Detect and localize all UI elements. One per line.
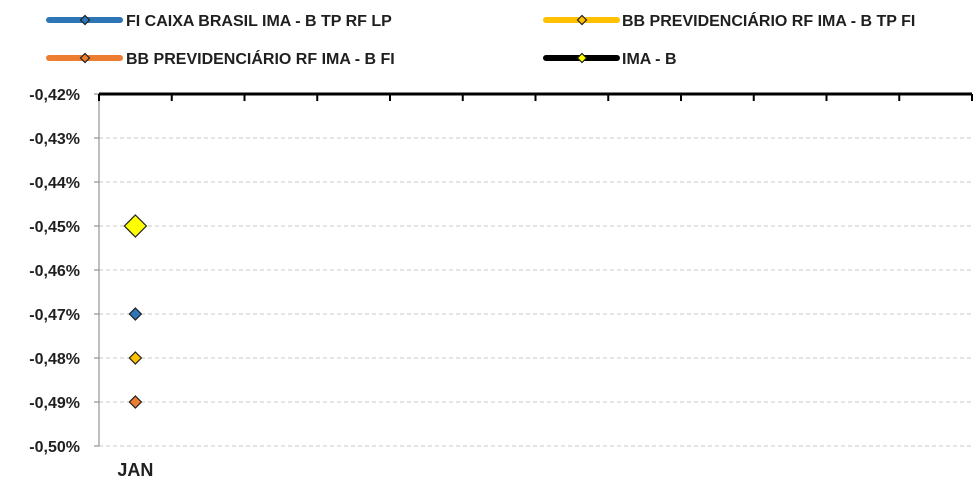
data-points [123,214,148,409]
y-axis: -0,42% -0,43% -0,44% -0,45% -0,46% -0,47% -0,4… [29,87,100,456]
legend-swatch-marker [576,14,588,26]
y-tick-label: -0,44% [29,175,80,192]
legend-label: BB PREVIDENCIÁRIO RF IMA - B FI [126,49,395,68]
data-point-marker [128,307,143,321]
legend-swatch-marker [576,52,588,64]
legend-label: FI CAIXA BRASIL IMA - B TP RF LP [126,13,392,30]
y-tick-label: -0,49% [29,395,80,412]
data-point-marker [128,395,143,409]
y-tick-label: -0,48% [29,351,80,368]
legend-swatch-marker [79,52,91,64]
legend-swatch-marker [79,14,91,26]
data-point-marker [123,214,148,238]
y-tick-label: -0,42% [29,87,80,104]
legend-item: IMA - B [543,51,677,68]
y-tick-label: -0,46% [29,263,80,280]
legend-item: BB PREVIDENCIÁRIO RF IMA - B TP FI [543,11,915,30]
y-tick-label: -0,45% [29,219,80,236]
y-tick-label: -0,47% [29,307,80,324]
y-tick-label: -0,50% [29,439,80,456]
legend-item: BB PREVIDENCIÁRIO RF IMA - B FI [46,49,395,68]
legend: FI CAIXA BRASIL IMA - B TP RF LP BB PREVI… [46,11,915,68]
y-tick-label: -0,43% [29,131,80,148]
legend-label: IMA - B [622,51,677,68]
grid-lines [99,137,972,447]
data-point-marker [128,351,143,365]
legend-label: BB PREVIDENCIÁRIO RF IMA - B TP FI [622,11,915,30]
x-tick-label: JAN [117,460,153,480]
legend-item: FI CAIXA BRASIL IMA - B TP RF LP [46,13,392,30]
x-axis: JAN [98,92,973,480]
